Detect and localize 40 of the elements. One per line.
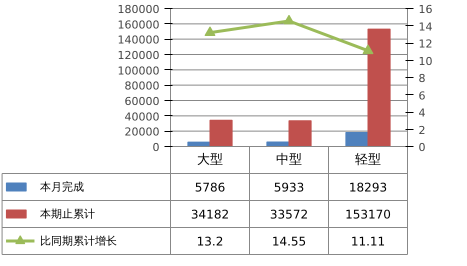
y2-tick-label: 6 [418, 89, 426, 102]
data-label: 13.2 [196, 234, 224, 248]
data-label: 153170 [345, 208, 391, 222]
legend-label: 本期止累计 [40, 208, 95, 220]
y-tick-label: 180000 [118, 3, 160, 16]
point [284, 14, 294, 24]
y2-tick-label: 16 [418, 3, 432, 16]
data-label: 34182 [190, 208, 230, 222]
y-tick-label: 0 [152, 141, 160, 154]
point [362, 44, 374, 54]
y-tick-label: 20000 [124, 126, 160, 139]
x-tick-label: 中型 [276, 152, 302, 168]
data-label: 5786 [194, 180, 226, 194]
y2-tick-label: 8 [418, 72, 426, 85]
y-tick-label: 40000 [124, 110, 160, 124]
point [204, 26, 216, 36]
y2-tick-label: 10 [418, 54, 432, 68]
data-label: 5933 [274, 180, 304, 194]
y-tick-label: 140000 [118, 34, 160, 47]
bar [368, 28, 391, 147]
y2-tick-label: 0 [418, 141, 426, 154]
x-tick-label: 轻型 [355, 152, 381, 168]
y-tick-label: 160000 [118, 18, 160, 32]
y2-tick-label: 2 [418, 124, 426, 137]
y-tick-label: 60000 [124, 95, 160, 108]
data-label: 18293 [348, 180, 388, 194]
y-tick-label: 120000 [118, 49, 160, 62]
data-label: 14.55 [272, 234, 306, 248]
data-label: 33572 [270, 208, 308, 222]
y2-tick-label: 14 [418, 20, 432, 34]
data-label: 11.11 [350, 234, 386, 248]
bar [288, 120, 312, 147]
legend-label: 本月完成 [40, 180, 84, 194]
y-tick-label: 80000 [124, 80, 160, 93]
x-tick-label: 大型 [197, 152, 223, 168]
y2-tick-label: 4 [418, 106, 426, 120]
y2-tick-label: 12 [418, 38, 432, 50]
y-tick-label: 100000 [118, 64, 160, 78]
legend-label: 比同期累计增长 [40, 234, 117, 248]
bar [210, 120, 233, 147]
